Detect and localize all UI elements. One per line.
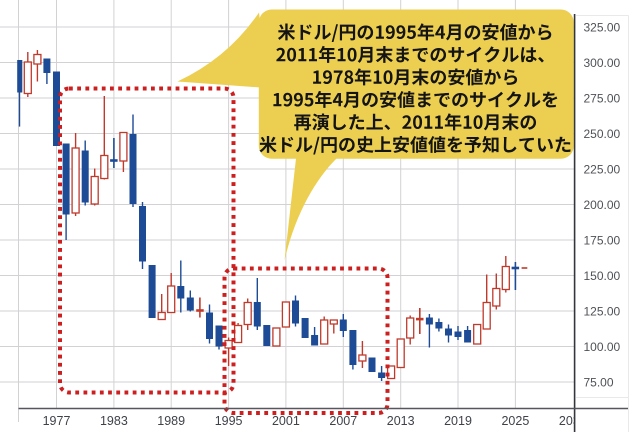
svg-text:2031: 2031 <box>559 414 587 428</box>
svg-text:1989: 1989 <box>157 414 185 428</box>
svg-text:2013: 2013 <box>387 414 415 428</box>
svg-text:275.00: 275.00 <box>584 91 621 105</box>
svg-text:200.00: 200.00 <box>584 198 621 212</box>
svg-text:300.00: 300.00 <box>584 56 621 70</box>
svg-text:250.00: 250.00 <box>584 127 621 141</box>
svg-text:75.00: 75.00 <box>584 375 614 389</box>
svg-text:1995: 1995 <box>215 414 243 428</box>
svg-text:225.00: 225.00 <box>584 162 621 176</box>
svg-text:2007: 2007 <box>329 414 357 428</box>
svg-text:2025: 2025 <box>501 414 529 428</box>
svg-text:150.00: 150.00 <box>584 269 621 283</box>
svg-text:125.00: 125.00 <box>584 304 621 318</box>
svg-text:1977: 1977 <box>43 414 71 428</box>
svg-text:2019: 2019 <box>444 414 472 428</box>
svg-text:175.00: 175.00 <box>584 233 621 247</box>
svg-text:2001: 2001 <box>272 414 300 428</box>
svg-text:325.00: 325.00 <box>584 20 621 34</box>
svg-text:1983: 1983 <box>100 414 128 428</box>
svg-text:100.00: 100.00 <box>584 340 621 354</box>
